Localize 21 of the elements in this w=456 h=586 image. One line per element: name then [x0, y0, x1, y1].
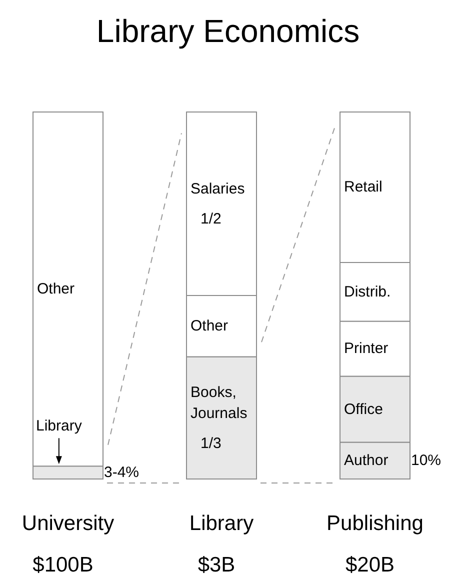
text: Library: [36, 418, 82, 435]
text: $20B: [345, 554, 395, 576]
x-tick-label: Publishing: [326, 512, 424, 535]
series-label: Office: [344, 400, 383, 418]
annotation: 3-4%: [104, 464, 140, 482]
x-tick-label: University: [22, 512, 115, 535]
series-label: Other: [37, 280, 75, 298]
annotation: 1/2: [200, 210, 222, 228]
series-label: Author: [344, 452, 388, 470]
chart-title: Library Economics: [96, 13, 360, 49]
annotation: 10%: [411, 452, 442, 470]
series-label: Other: [190, 318, 228, 335]
series-label: Printer: [344, 340, 388, 358]
series-label: Salaries: [190, 180, 245, 198]
x-tick-label: Library: [189, 512, 254, 535]
annotation: 1/3: [200, 434, 222, 452]
series-label: Distrib.: [344, 283, 391, 300]
series-label: Books, Journals: [190, 384, 248, 422]
text: $3B: [198, 554, 236, 576]
series-label: Retail: [344, 178, 382, 196]
text: $100B: [32, 554, 94, 576]
